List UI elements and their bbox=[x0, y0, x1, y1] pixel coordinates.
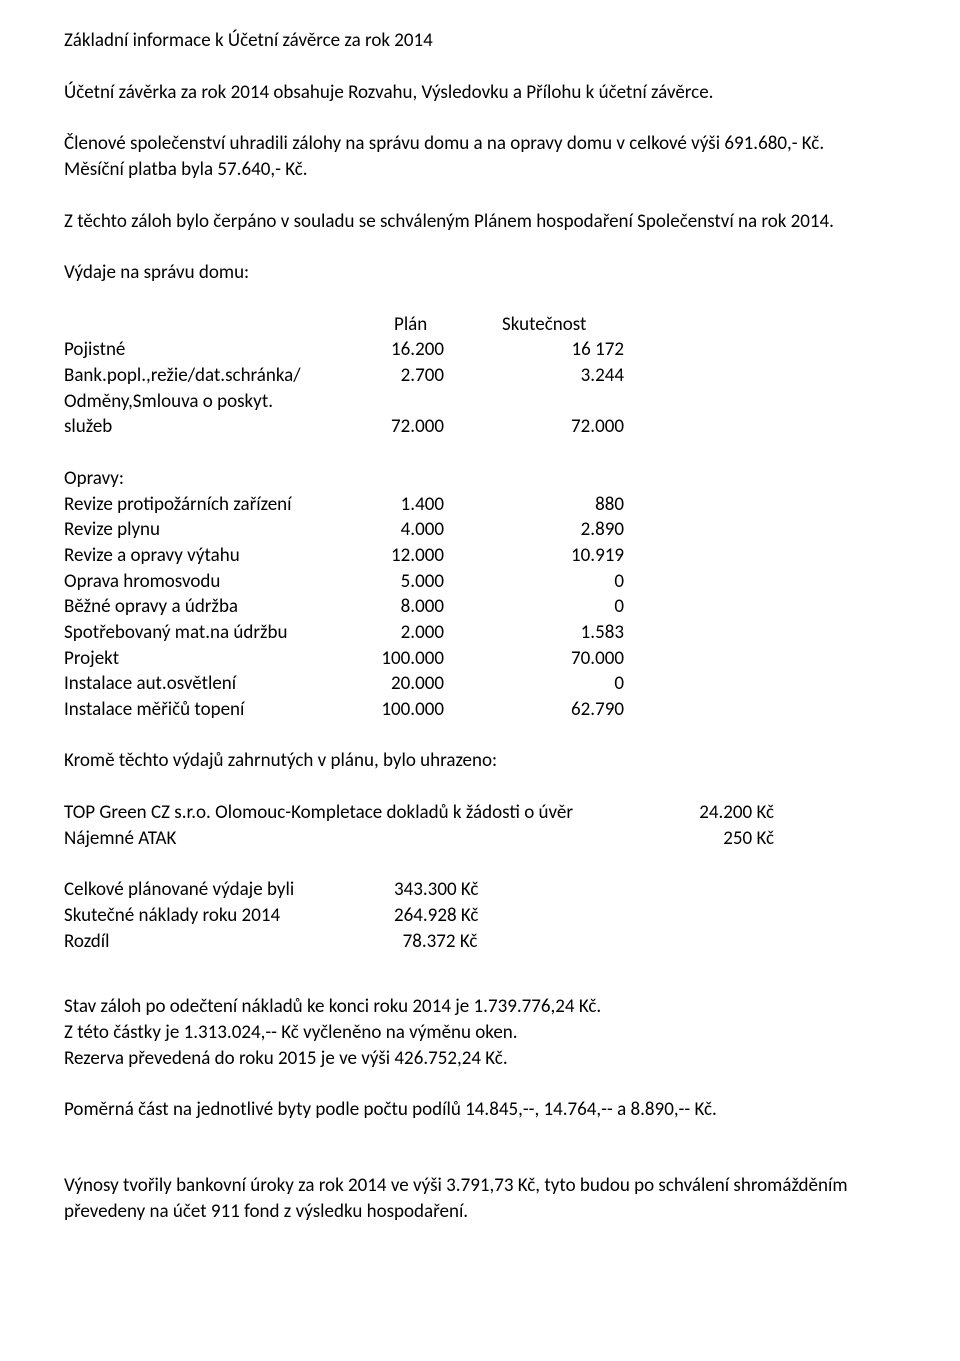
table-row: Bank.popl.,režie/dat.schránka/ 2.700 3.2… bbox=[64, 363, 896, 389]
table-row: Instalace aut.osvětlení 20.000 0 bbox=[64, 671, 896, 697]
row-label: Spotřebovaný mat.na údržbu bbox=[64, 620, 354, 646]
table-row: Projekt 100.000 70.000 bbox=[64, 646, 896, 672]
row-label: Běžné opravy a údržba bbox=[64, 594, 354, 620]
row-plan: 16.200 bbox=[354, 337, 474, 363]
summary-row: Skutečné náklady roku 2014 264.928 Kč bbox=[64, 903, 896, 929]
header-plan: Plán bbox=[354, 312, 474, 338]
paragraph-2b: Měsíční platba byla 57.640,- Kč. bbox=[64, 157, 896, 183]
summary-label: Celkové plánované výdaje byli bbox=[64, 877, 394, 903]
spending-table: Plán Skutečnost Pojistné 16.200 16 172 B… bbox=[64, 312, 896, 440]
table-row: Spotřebovaný mat.na údržbu 2.000 1.583 bbox=[64, 620, 896, 646]
repairs-table: Opravy: Revize protipožárních zařízení 1… bbox=[64, 466, 896, 722]
row-plan: 100.000 bbox=[354, 697, 474, 723]
row-actual: 880 bbox=[474, 492, 624, 518]
summary-label: Skutečné náklady roku 2014 bbox=[64, 903, 394, 929]
row-label: Oprava hromosvodu bbox=[64, 569, 354, 595]
table-row: Revize protipožárních zařízení 1.400 880 bbox=[64, 492, 896, 518]
summary-value: 264.928 Kč bbox=[394, 903, 544, 929]
paragraph-3: Z těchto záloh bylo čerpáno v souladu se… bbox=[64, 209, 896, 235]
paragraph-2: Členové společenství uhradili zálohy na … bbox=[64, 131, 896, 182]
table-row: Oprava hromosvodu 5.000 0 bbox=[64, 569, 896, 595]
repairs-head-label: Opravy: bbox=[64, 466, 354, 492]
row-label: Instalace aut.osvětlení bbox=[64, 671, 354, 697]
extra-row: Nájemné ATAK 250 Kč bbox=[64, 826, 896, 852]
row-actual bbox=[474, 389, 624, 415]
header-empty bbox=[64, 312, 354, 338]
row-plan: 12.000 bbox=[354, 543, 474, 569]
paragraph-6c: Rezerva převedená do roku 2015 je ve výš… bbox=[64, 1046, 896, 1072]
row-label: Odměny,Smlouva o poskyt. bbox=[64, 389, 354, 415]
row-plan: 2.000 bbox=[354, 620, 474, 646]
table-row: služeb 72.000 72.000 bbox=[64, 414, 896, 440]
row-label: Revize a opravy výtahu bbox=[64, 543, 354, 569]
extra-value: 250 Kč bbox=[624, 826, 774, 852]
row-actual: 0 bbox=[474, 594, 624, 620]
row-actual: 62.790 bbox=[474, 697, 624, 723]
extra-value: 24.200 Kč bbox=[624, 800, 774, 826]
paragraph-8: Výnosy tvořily bankovní úroky za rok 201… bbox=[64, 1173, 896, 1224]
row-label: Revize plynu bbox=[64, 517, 354, 543]
row-actual: 72.000 bbox=[474, 414, 624, 440]
table-row: Pojistné 16.200 16 172 bbox=[64, 337, 896, 363]
table-row: Revize plynu 4.000 2.890 bbox=[64, 517, 896, 543]
extra-payments: TOP Green CZ s.r.o. Olomouc-Kompletace d… bbox=[64, 800, 896, 851]
summary-label: Rozdíl bbox=[64, 929, 394, 955]
table-header-row: Plán Skutečnost bbox=[64, 312, 896, 338]
summary-table: Celkové plánované výdaje byli 343.300 Kč… bbox=[64, 877, 896, 954]
row-label: Projekt bbox=[64, 646, 354, 672]
table-row: Instalace měřičů topení 100.000 62.790 bbox=[64, 697, 896, 723]
paragraph-7: Poměrná část na jednotlivé byty podle po… bbox=[64, 1097, 896, 1123]
summary-row: Rozdíl 78.372 Kč bbox=[64, 929, 896, 955]
row-plan: 20.000 bbox=[354, 671, 474, 697]
row-actual: 10.919 bbox=[474, 543, 624, 569]
summary-value: 78.372 Kč bbox=[394, 929, 544, 955]
summary-value: 343.300 Kč bbox=[394, 877, 544, 903]
row-plan: 2.700 bbox=[354, 363, 474, 389]
paragraph-2a: Členové společenství uhradili zálohy na … bbox=[64, 131, 896, 157]
row-label: Bank.popl.,režie/dat.schránka/ bbox=[64, 363, 354, 389]
row-actual: 0 bbox=[474, 569, 624, 595]
paragraph-6: Stav záloh po odečtení nákladů ke konci … bbox=[64, 994, 896, 1071]
row-plan: 100.000 bbox=[354, 646, 474, 672]
row-plan: 1.400 bbox=[354, 492, 474, 518]
paragraph-4: Výdaje na správu domu: bbox=[64, 260, 896, 286]
row-label: služeb bbox=[64, 414, 354, 440]
row-actual: 16 172 bbox=[474, 337, 624, 363]
header-actual: Skutečnost bbox=[474, 312, 624, 338]
table-row: Revize a opravy výtahu 12.000 10.919 bbox=[64, 543, 896, 569]
summary-row: Celkové plánované výdaje byli 343.300 Kč bbox=[64, 877, 896, 903]
paragraph-5: Kromě těchto výdajů zahrnutých v plánu, … bbox=[64, 748, 896, 774]
paragraph-1: Účetní závěrka za rok 2014 obsahuje Rozv… bbox=[64, 80, 896, 106]
repairs-header: Opravy: bbox=[64, 466, 896, 492]
extra-row: TOP Green CZ s.r.o. Olomouc-Kompletace d… bbox=[64, 800, 896, 826]
row-label: Instalace měřičů topení bbox=[64, 697, 354, 723]
paragraph-6b: Z této částky je 1.313.024,-- Kč vyčleně… bbox=[64, 1020, 896, 1046]
extra-label: Nájemné ATAK bbox=[64, 826, 624, 852]
row-label: Revize protipožárních zařízení bbox=[64, 492, 354, 518]
doc-title: Základní informace k Účetní závěrce za r… bbox=[64, 28, 896, 54]
row-actual: 1.583 bbox=[474, 620, 624, 646]
table-row: Odměny,Smlouva o poskyt. bbox=[64, 389, 896, 415]
row-plan: 72.000 bbox=[354, 414, 474, 440]
row-label: Pojistné bbox=[64, 337, 354, 363]
row-plan: 4.000 bbox=[354, 517, 474, 543]
table-row: Běžné opravy a údržba 8.000 0 bbox=[64, 594, 896, 620]
row-actual: 2.890 bbox=[474, 517, 624, 543]
row-plan: 5.000 bbox=[354, 569, 474, 595]
row-actual: 70.000 bbox=[474, 646, 624, 672]
row-actual: 3.244 bbox=[474, 363, 624, 389]
extra-label: TOP Green CZ s.r.o. Olomouc-Kompletace d… bbox=[64, 800, 624, 826]
row-plan: 8.000 bbox=[354, 594, 474, 620]
row-actual: 0 bbox=[474, 671, 624, 697]
paragraph-6a: Stav záloh po odečtení nákladů ke konci … bbox=[64, 994, 896, 1020]
row-plan bbox=[354, 389, 474, 415]
